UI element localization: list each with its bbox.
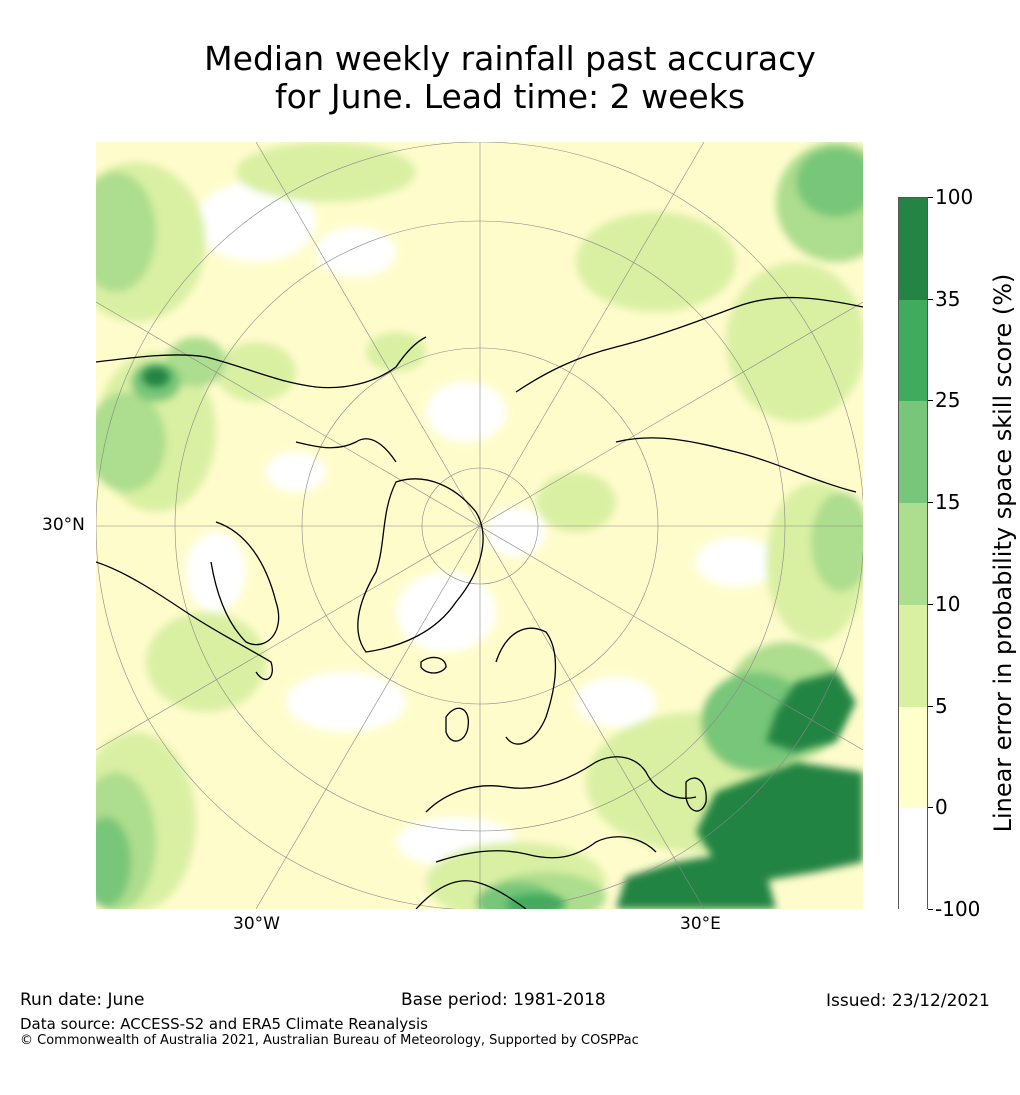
colorbar-tick-mark bbox=[928, 909, 933, 910]
colorbar-tick-label: 5 bbox=[935, 693, 948, 718]
polar-map-svg bbox=[96, 142, 863, 909]
alaska-coast bbox=[295, 438, 397, 463]
colorbar-tick-label: -100 bbox=[935, 897, 981, 921]
high-skill-areas bbox=[142, 367, 863, 909]
iceland-coast bbox=[420, 656, 447, 674]
siberia-coast bbox=[515, 296, 863, 393]
colorbar-tick-mark bbox=[928, 197, 933, 198]
colorbar-tick-label: 100 bbox=[935, 185, 974, 209]
colorbar-title: Linear error in probability space skill … bbox=[989, 273, 1017, 833]
title-line-2: for June. Lead time: 2 weeks bbox=[274, 77, 746, 116]
lon-label-30e: 30°E bbox=[680, 914, 721, 934]
asia-coast bbox=[615, 437, 857, 493]
colorbar-tick-mark bbox=[928, 807, 933, 809]
graticule bbox=[96, 142, 863, 909]
europe-coast bbox=[425, 756, 697, 813]
title-line-1: Median weekly rainfall past accuracy bbox=[204, 39, 816, 78]
colorbar-tick-label: 10 bbox=[935, 591, 961, 616]
issued-date: Issued: 23/12/2021 bbox=[826, 991, 990, 1011]
north-america-west bbox=[96, 561, 273, 681]
colorbar-tick-label: 15 bbox=[935, 490, 961, 515]
colorbar-tick-mark bbox=[928, 502, 933, 504]
data-source: Data source: ACCESS-S2 and ERA5 Climate … bbox=[20, 1015, 428, 1033]
polar-map bbox=[96, 142, 863, 909]
colorbar-segment bbox=[899, 198, 927, 301]
caspian-coast bbox=[685, 777, 707, 812]
british-isles-coast bbox=[445, 707, 469, 742]
hudson-coast bbox=[210, 521, 280, 646]
colorbar-segment bbox=[899, 604, 927, 708]
lat-label-30n: 30°N bbox=[42, 515, 85, 535]
coastlines bbox=[96, 296, 863, 909]
map-title: Median weekly rainfall past accuracy for… bbox=[0, 40, 1020, 116]
africa-coast bbox=[415, 880, 527, 909]
skill-field bbox=[96, 142, 863, 909]
colorbar-tick-mark bbox=[928, 400, 933, 402]
colorbar-segment bbox=[899, 401, 927, 504]
greenland-coast bbox=[357, 478, 484, 653]
negative-skill-areas bbox=[186, 182, 776, 867]
colorbar-segment bbox=[899, 503, 927, 606]
base-period: Base period: 1981-2018 bbox=[401, 990, 606, 1010]
colorbar-tick-mark bbox=[928, 603, 933, 605]
colorbar-tick-label: 35 bbox=[935, 286, 961, 311]
lon-label-30w: 30°W bbox=[233, 914, 280, 934]
run-date: Run date: June bbox=[20, 990, 145, 1010]
mediterranean-coast bbox=[435, 836, 657, 863]
scandinavia-coast bbox=[495, 627, 557, 745]
colorbar bbox=[898, 197, 928, 911]
colorbar-tick-mark bbox=[928, 298, 933, 300]
north-america-coast bbox=[96, 336, 427, 389]
colorbar-tick-label: 0 bbox=[935, 795, 948, 820]
copyright: © Commonwealth of Australia 2021, Austra… bbox=[20, 1033, 639, 1048]
colorbar-segment bbox=[899, 299, 927, 402]
colorbar-segment bbox=[899, 706, 927, 809]
colorbar-tick-mark bbox=[928, 705, 933, 707]
colorbar-tick-label: 25 bbox=[935, 388, 961, 413]
colorbar-segment bbox=[899, 808, 927, 911]
